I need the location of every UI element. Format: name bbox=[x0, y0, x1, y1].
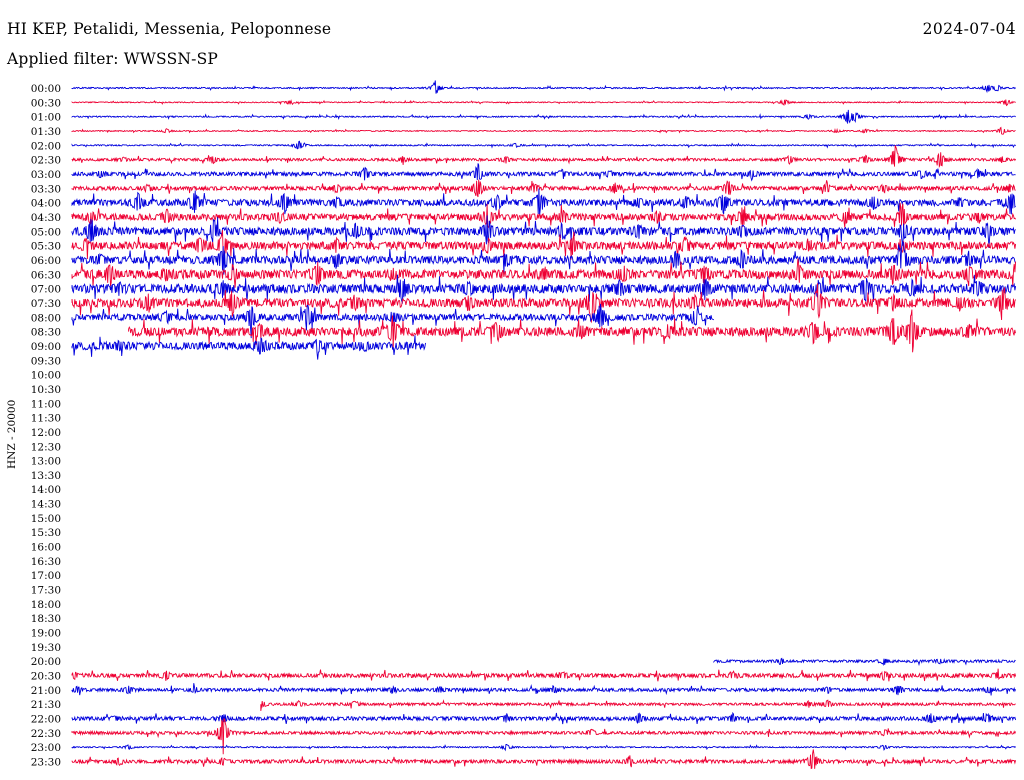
trace-0400 bbox=[71, 188, 1016, 216]
row-label-0130: 01:30 bbox=[31, 126, 61, 138]
row-label-1300: 13:00 bbox=[31, 456, 61, 468]
row-label-1600: 16:00 bbox=[31, 542, 61, 554]
trace-0600 bbox=[71, 241, 1017, 275]
trace-0900 bbox=[71, 335, 426, 360]
trace-0030 bbox=[71, 99, 1016, 107]
row-label-0430: 04:30 bbox=[31, 212, 61, 224]
filter-label: Applied filter: WWSSN-SP bbox=[7, 50, 219, 68]
row-label-1130: 11:30 bbox=[31, 413, 61, 425]
row-label-1100: 11:00 bbox=[31, 398, 61, 410]
trace-0700 bbox=[71, 274, 1017, 305]
trace-2030 bbox=[71, 668, 1017, 682]
row-label-1530: 15:30 bbox=[31, 527, 61, 539]
row-label-0930: 09:30 bbox=[31, 355, 61, 367]
trace-0430 bbox=[71, 202, 1016, 230]
row-label-1000: 10:00 bbox=[31, 370, 61, 382]
row-label-2330: 23:30 bbox=[31, 757, 61, 769]
row-label-1630: 16:30 bbox=[31, 556, 61, 568]
trace-0500 bbox=[71, 215, 1016, 249]
row-label-1700: 17:00 bbox=[31, 570, 61, 582]
row-label-0700: 07:00 bbox=[31, 284, 61, 296]
row-label-1930: 19:30 bbox=[31, 642, 61, 654]
row-label-2230: 22:30 bbox=[31, 728, 61, 740]
trace-0200 bbox=[71, 140, 1016, 150]
row-label-1200: 12:00 bbox=[31, 427, 61, 439]
row-label-0730: 07:30 bbox=[31, 298, 61, 310]
station-title: HI KEP, Petalidi, Messenia, Peloponnese bbox=[7, 20, 332, 38]
row-label-0000: 00:00 bbox=[31, 83, 61, 95]
row-label-0900: 09:00 bbox=[31, 341, 61, 353]
row-label-0300: 03:00 bbox=[31, 169, 61, 181]
row-label-0100: 01:00 bbox=[31, 112, 61, 124]
trace-2130 bbox=[260, 699, 1016, 711]
trace-0630 bbox=[71, 258, 1017, 288]
row-label-2130: 21:30 bbox=[31, 699, 61, 711]
trace-0100 bbox=[71, 109, 1016, 124]
row-label-2300: 23:00 bbox=[31, 742, 61, 754]
row-label-2000: 20:00 bbox=[31, 656, 61, 668]
row-label-1230: 12:30 bbox=[31, 441, 61, 453]
row-label-0600: 06:00 bbox=[31, 255, 61, 267]
trace-0300 bbox=[71, 163, 1016, 182]
row-label-1430: 14:30 bbox=[31, 499, 61, 511]
trace-0000 bbox=[71, 80, 1016, 94]
trace-0830 bbox=[128, 309, 1016, 353]
row-label-1330: 13:30 bbox=[31, 470, 61, 482]
row-label-0030: 00:30 bbox=[31, 97, 61, 109]
row-label-0500: 05:00 bbox=[31, 226, 61, 238]
row-label-1730: 17:30 bbox=[31, 585, 61, 597]
row-label-0800: 08:00 bbox=[31, 312, 61, 324]
row-label-1030: 10:30 bbox=[31, 384, 61, 396]
row-label-1900: 19:00 bbox=[31, 628, 61, 640]
trace-0330 bbox=[71, 179, 1016, 198]
trace-2230 bbox=[71, 718, 1017, 755]
row-label-0200: 02:00 bbox=[31, 140, 61, 152]
trace-0530 bbox=[71, 230, 1017, 260]
row-label-2200: 22:00 bbox=[31, 714, 61, 726]
trace-0730 bbox=[71, 283, 1017, 324]
row-label-0400: 04:00 bbox=[31, 198, 61, 210]
row-label-0630: 06:30 bbox=[31, 269, 61, 281]
row-label-1800: 18:00 bbox=[31, 599, 61, 611]
row-label-0530: 05:30 bbox=[31, 241, 61, 253]
trace-2200 bbox=[71, 711, 1017, 725]
row-label-0830: 08:30 bbox=[31, 327, 61, 339]
trace-2330 bbox=[71, 749, 1017, 770]
row-label-1500: 15:00 bbox=[31, 513, 61, 525]
row-label-0330: 03:30 bbox=[31, 183, 61, 195]
row-label-2100: 21:00 bbox=[31, 685, 61, 697]
trace-2000 bbox=[713, 657, 1016, 667]
row-label-1400: 14:00 bbox=[31, 484, 61, 496]
trace-0130 bbox=[71, 126, 1016, 135]
trace-2300 bbox=[71, 743, 1016, 752]
trace-2100 bbox=[71, 683, 1017, 696]
record-date: 2024-07-04 bbox=[922, 20, 1016, 38]
row-label-1830: 18:30 bbox=[31, 613, 61, 625]
row-label-0230: 02:30 bbox=[31, 155, 61, 167]
trace-0230 bbox=[71, 145, 1016, 169]
row-label-2030: 20:30 bbox=[31, 671, 61, 683]
